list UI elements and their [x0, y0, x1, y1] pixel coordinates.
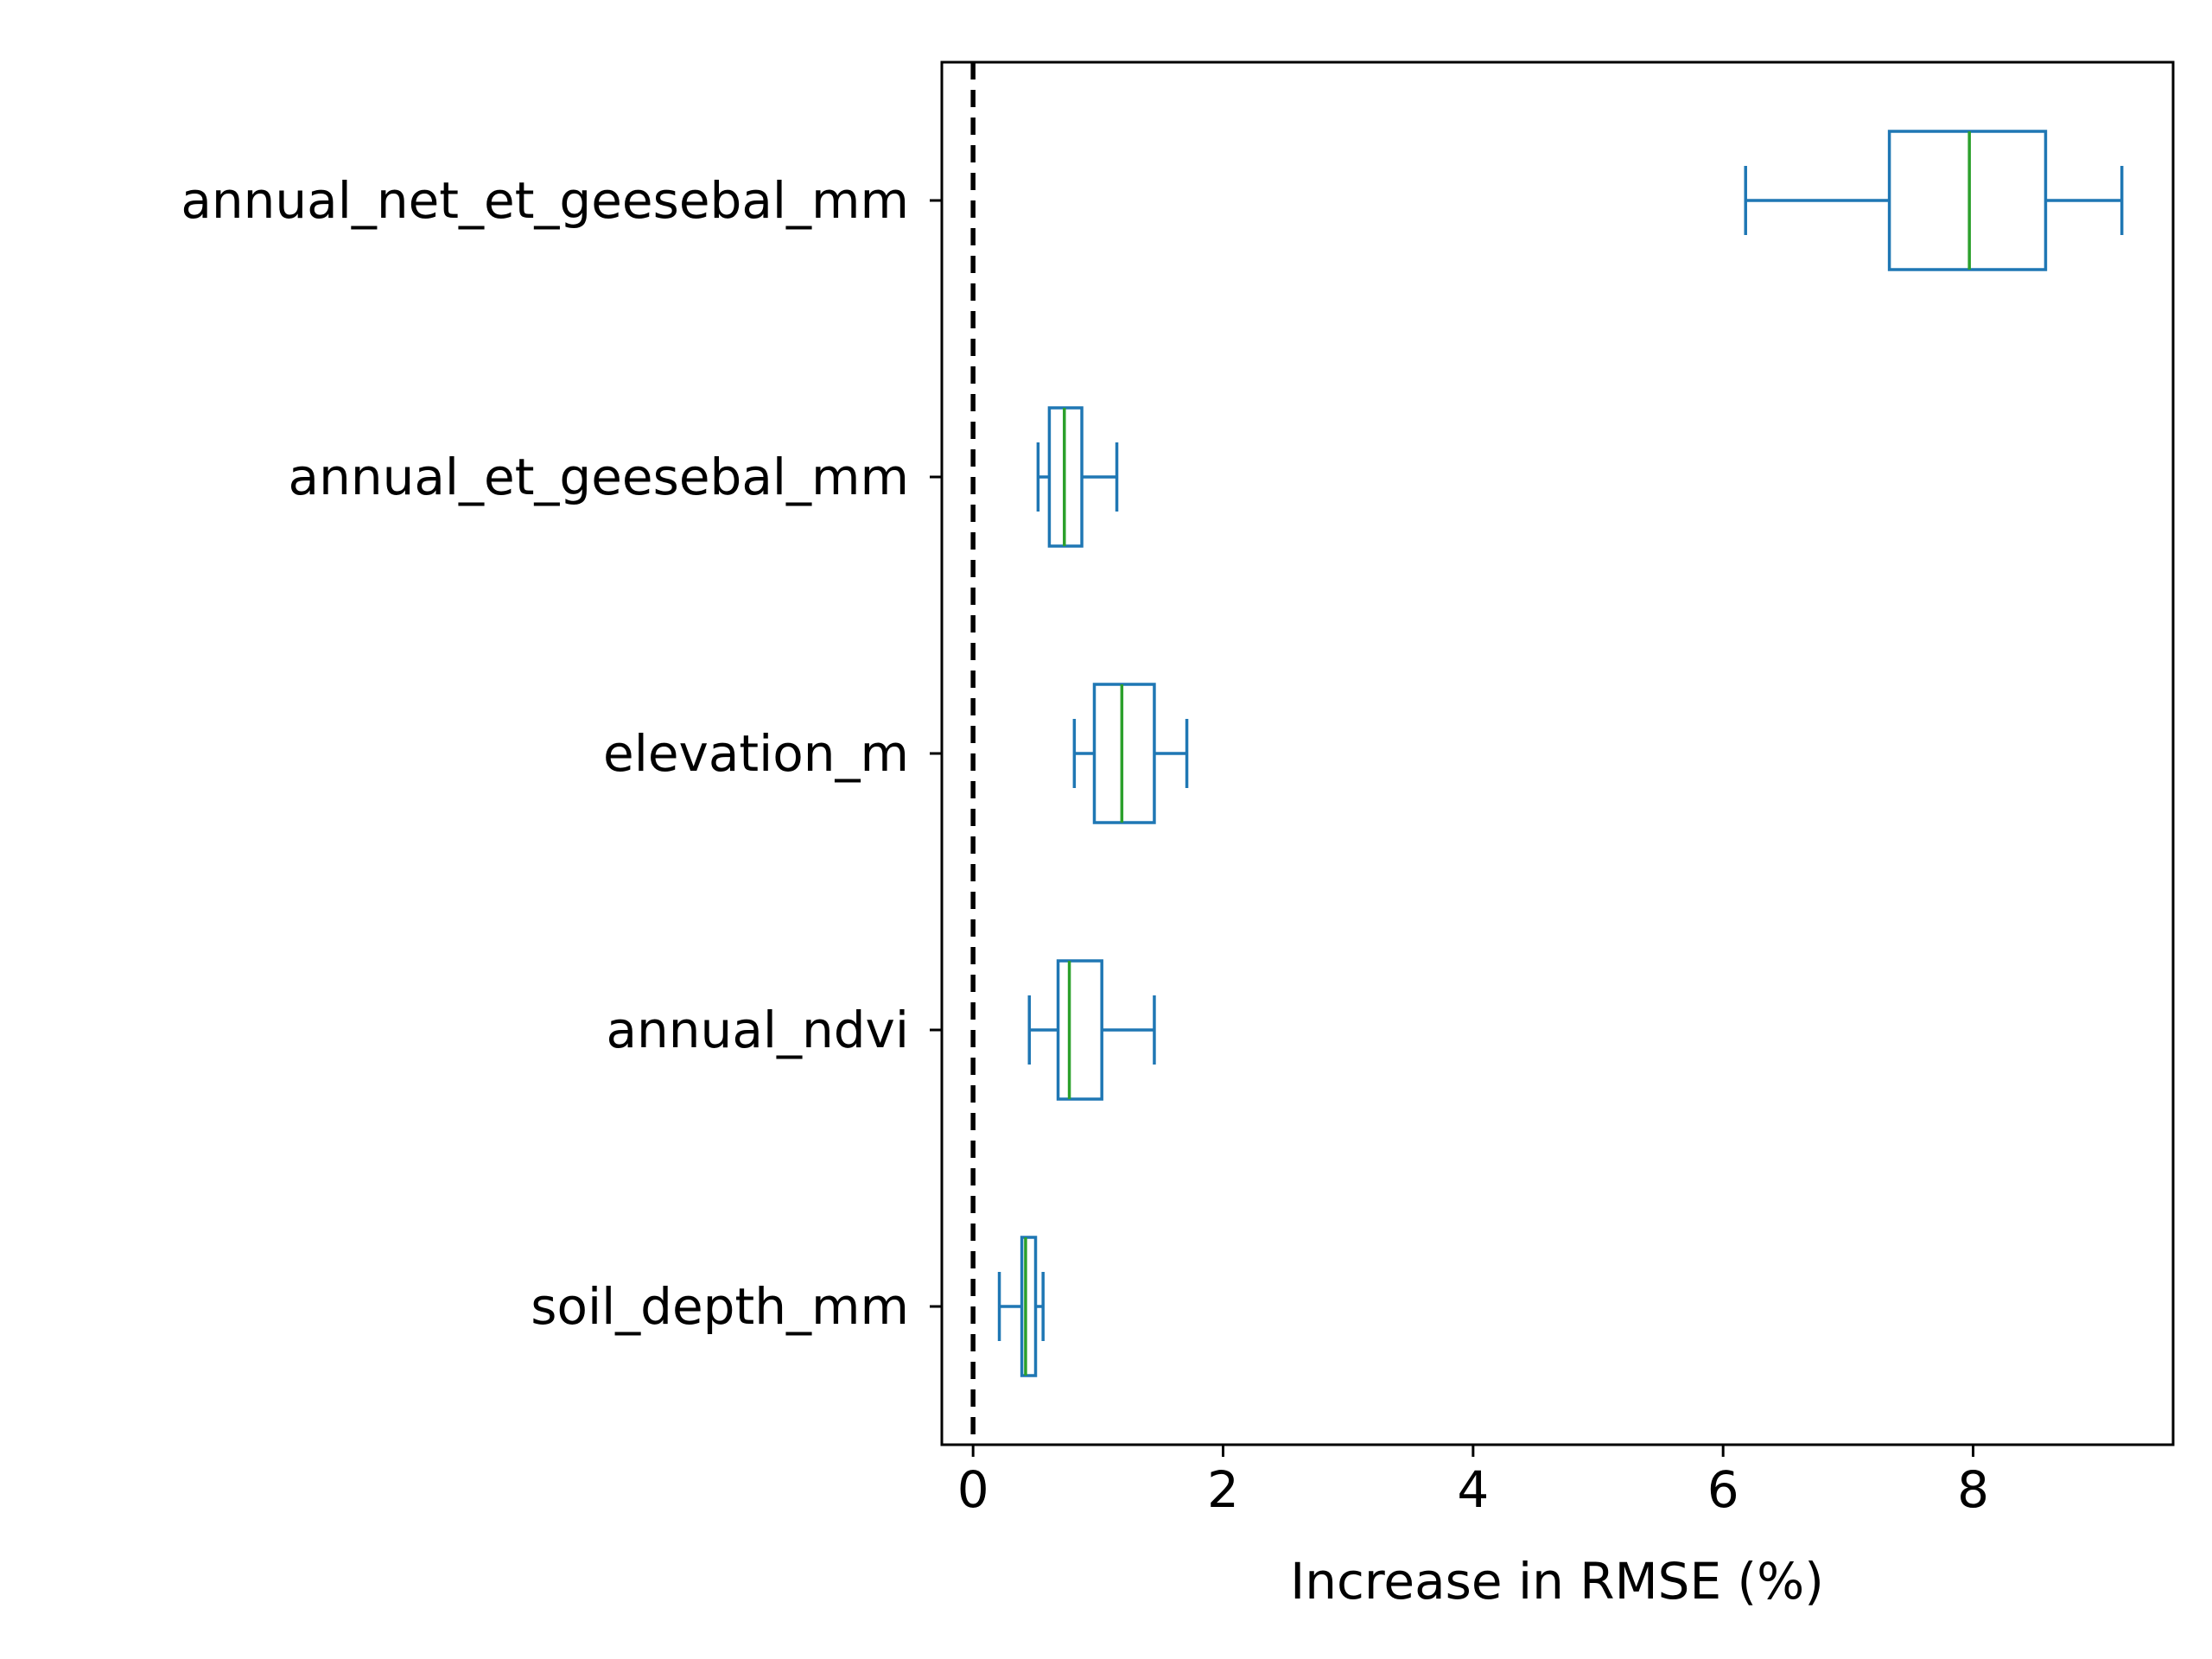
x-tick-label: 8 [1957, 1460, 1989, 1519]
x-tick-label: 0 [957, 1460, 989, 1519]
plot-area [970, 62, 2124, 1445]
iqr-box [1020, 1236, 1038, 1377]
x-tick-label: 2 [1207, 1460, 1239, 1519]
box-group-elevation_m [1072, 683, 1189, 824]
y-tick-label: annual_et_geesebal_mm [289, 448, 909, 506]
box-group-annual_net_et_geesebal_mm [1744, 130, 2124, 271]
iqr-box [1092, 683, 1156, 824]
x-axis-label: Increase in RMSE (%) [1290, 1552, 1824, 1611]
y-tick-label: annual_net_et_geesebal_mm [181, 171, 909, 230]
y-tick-label: elevation_m [603, 724, 909, 783]
x-tick-label: 4 [1457, 1460, 1489, 1519]
y-tick-label: soil_depth_mm [531, 1277, 909, 1336]
x-axis: 0 2 4 6 8 [957, 1445, 1989, 1519]
iqr-box [1887, 130, 2048, 271]
y-axis: annual_net_et_geesebal_mm annual_et_geese… [181, 171, 942, 1336]
box-group-soil_depth_mm [997, 1236, 1045, 1377]
box-group-annual_et_geesebal_mm [1036, 406, 1119, 548]
box-group-annual_ndvi [1027, 959, 1156, 1101]
y-tick-label: annual_ndvi [607, 1001, 910, 1059]
iqr-box [1056, 959, 1103, 1101]
x-tick-label: 6 [1707, 1460, 1739, 1519]
